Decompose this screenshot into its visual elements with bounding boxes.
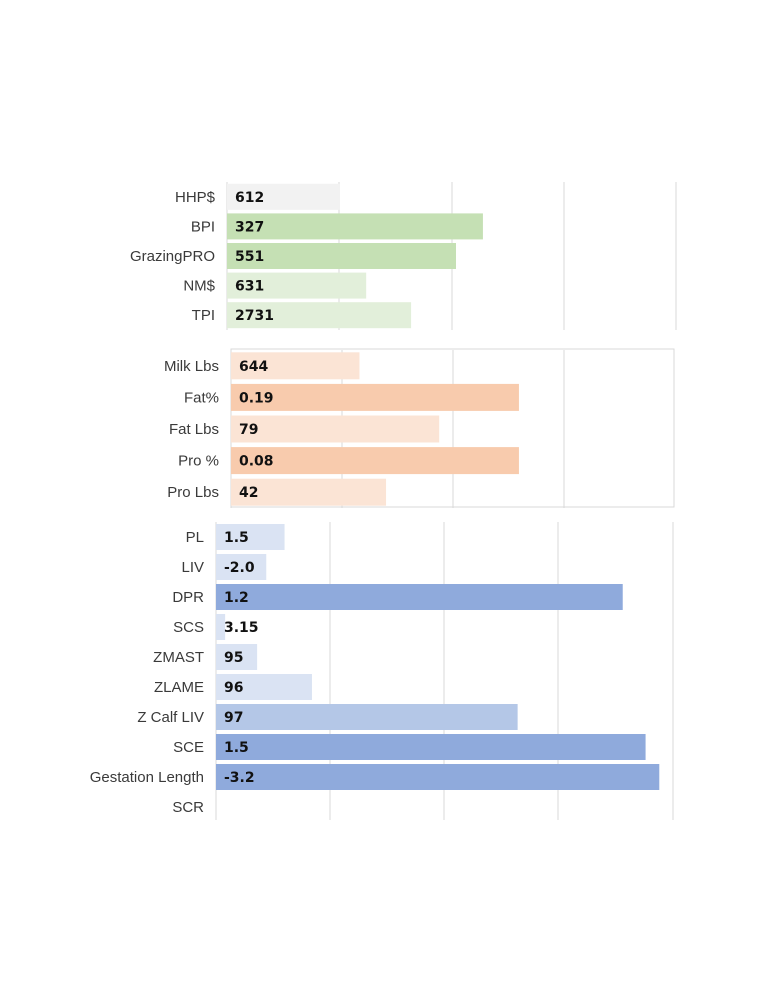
production-panel: Milk Lbs 644 Fat% 0.19 Fat Lbs 79 Pro % 0.08 Pro… [164, 348, 675, 508]
bar-pro [231, 447, 519, 475]
data-label-nm: 631 [235, 279, 264, 295]
category-label-fat: Fat% [184, 389, 219, 406]
category-label-gestation-length: Gestation Length [90, 769, 204, 786]
data-label-hhp: 612 [235, 190, 264, 206]
category-label-z-calf-liv: Z Calf LIV [137, 709, 204, 726]
bar-milk-lbs [231, 352, 360, 380]
data-label-zlame: 96 [224, 680, 243, 696]
data-label-pro: 0.08 [239, 454, 274, 470]
bar-gestation-length [216, 764, 660, 790]
data-label-sce: 1.5 [224, 740, 249, 756]
category-label-nm: NM$ [183, 278, 215, 295]
category-label-grazingpro: GrazingPRO [130, 248, 215, 265]
data-label-scs: 3.15 [224, 620, 259, 636]
category-label-liv: LIV [181, 559, 204, 576]
data-label-pro-lbs: 42 [239, 485, 258, 501]
category-label-scr: SCR [172, 799, 204, 816]
data-label-fat: 0.19 [239, 390, 274, 406]
data-label-dpr: 1.2 [224, 590, 249, 606]
data-label-zmast: 95 [224, 650, 243, 666]
category-label-zlame: ZLAME [154, 679, 204, 696]
bar-zlame [216, 674, 312, 700]
category-label-bpi: BPI [191, 218, 215, 235]
bar-bpi [227, 213, 483, 240]
data-label-gestation-length: -3.2 [224, 770, 255, 786]
bar-fat-lbs [231, 415, 440, 443]
category-label-pro: Pro % [178, 453, 219, 470]
bar-dpr [216, 584, 623, 610]
bar-tpi [227, 302, 412, 329]
genomic-index-panel: HHP$ 612 BPI 327 GrazingPRO 551 NM$ 631 TPI 2731 [130, 182, 677, 330]
category-label-pro-lbs: Pro Lbs [167, 484, 219, 501]
data-label-grazingpro: 551 [235, 249, 264, 265]
data-label-milk-lbs: 644 [239, 359, 268, 375]
category-label-fat-lbs: Fat Lbs [169, 421, 219, 438]
bar-hhp [227, 183, 340, 210]
bar-nm [227, 272, 367, 299]
bar-zmast [216, 644, 258, 670]
data-label-liv: -2.0 [224, 560, 255, 576]
data-label-pl: 1.5 [224, 530, 249, 546]
category-label-hhp: HHP$ [175, 189, 216, 206]
category-label-pl: PL [186, 529, 204, 546]
data-label-fat-lbs: 79 [239, 422, 258, 438]
data-label-z-calf-liv: 97 [224, 710, 243, 726]
bar-sce [216, 734, 646, 760]
bar-pro-lbs [231, 478, 387, 506]
category-label-milk-lbs: Milk Lbs [164, 358, 219, 375]
health-fertility-panel: PL 1.5 LIV -2.0 DPR 1.2 SCS 3.15 ZMAST 95 ZLAME 96 Z… [90, 522, 674, 820]
bar-liv [216, 554, 267, 580]
category-label-sce: SCE [173, 739, 204, 756]
data-label-tpi: 2731 [235, 308, 274, 324]
bar-scs [216, 614, 226, 640]
category-label-tpi: TPI [192, 307, 215, 324]
category-label-scs: SCS [173, 619, 204, 636]
bar-pl [216, 524, 285, 550]
category-label-dpr: DPR [172, 589, 204, 606]
bar-grazingpro [227, 243, 456, 269]
bar-fat [231, 383, 519, 411]
category-label-zmast: ZMAST [153, 649, 204, 666]
data-label-bpi: 327 [235, 219, 264, 235]
bar-z-calf-liv [216, 704, 518, 730]
